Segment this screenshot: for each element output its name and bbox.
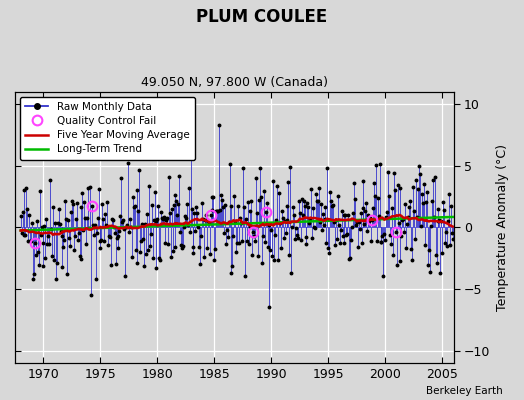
Y-axis label: Temperature Anomaly (°C): Temperature Anomaly (°C) [496, 144, 509, 311]
Title: 49.050 N, 97.800 W (Canada): 49.050 N, 97.800 W (Canada) [141, 76, 328, 89]
Text: Berkeley Earth: Berkeley Earth [427, 386, 503, 396]
Legend: Raw Monthly Data, Quality Control Fail, Five Year Moving Average, Long-Term Tren: Raw Monthly Data, Quality Control Fail, … [20, 97, 194, 160]
Text: PLUM COULEE: PLUM COULEE [196, 8, 328, 26]
